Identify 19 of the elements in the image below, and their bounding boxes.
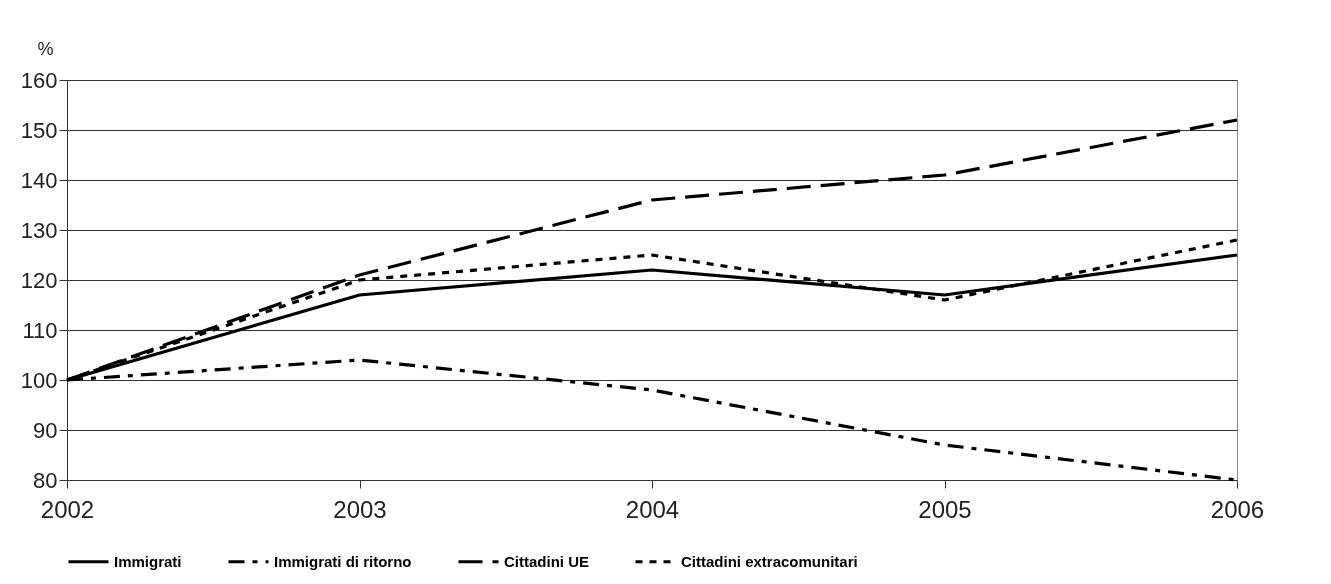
y-tick-label: 120 bbox=[20, 267, 58, 293]
legend-label: Cittadini extracomunitari bbox=[681, 552, 858, 570]
x-tick-label: 2005 bbox=[918, 495, 972, 523]
x-tick-label: 2002 bbox=[40, 495, 95, 523]
legend-label: Immigrati bbox=[114, 552, 182, 570]
y-tick-label: 130 bbox=[20, 217, 58, 243]
y-tick-label: 110 bbox=[22, 317, 58, 343]
y-tick-label: 100 bbox=[20, 367, 58, 393]
y-tick-label: 140 bbox=[20, 167, 58, 193]
x-tick-label: 2006 bbox=[1210, 495, 1265, 523]
y-tick-label: 90 bbox=[33, 417, 58, 443]
x-tick-label: 2004 bbox=[625, 495, 680, 523]
y-axis-title: % bbox=[37, 38, 54, 59]
x-tick-label: 2003 bbox=[333, 495, 387, 523]
legend-label: Immigrati di ritorno bbox=[274, 552, 412, 570]
y-tick-label: 80 bbox=[33, 467, 58, 493]
y-tick-label: 160 bbox=[20, 67, 58, 93]
y-tick-label: 150 bbox=[20, 117, 58, 143]
legend-label: Cittadini UE bbox=[504, 552, 589, 570]
